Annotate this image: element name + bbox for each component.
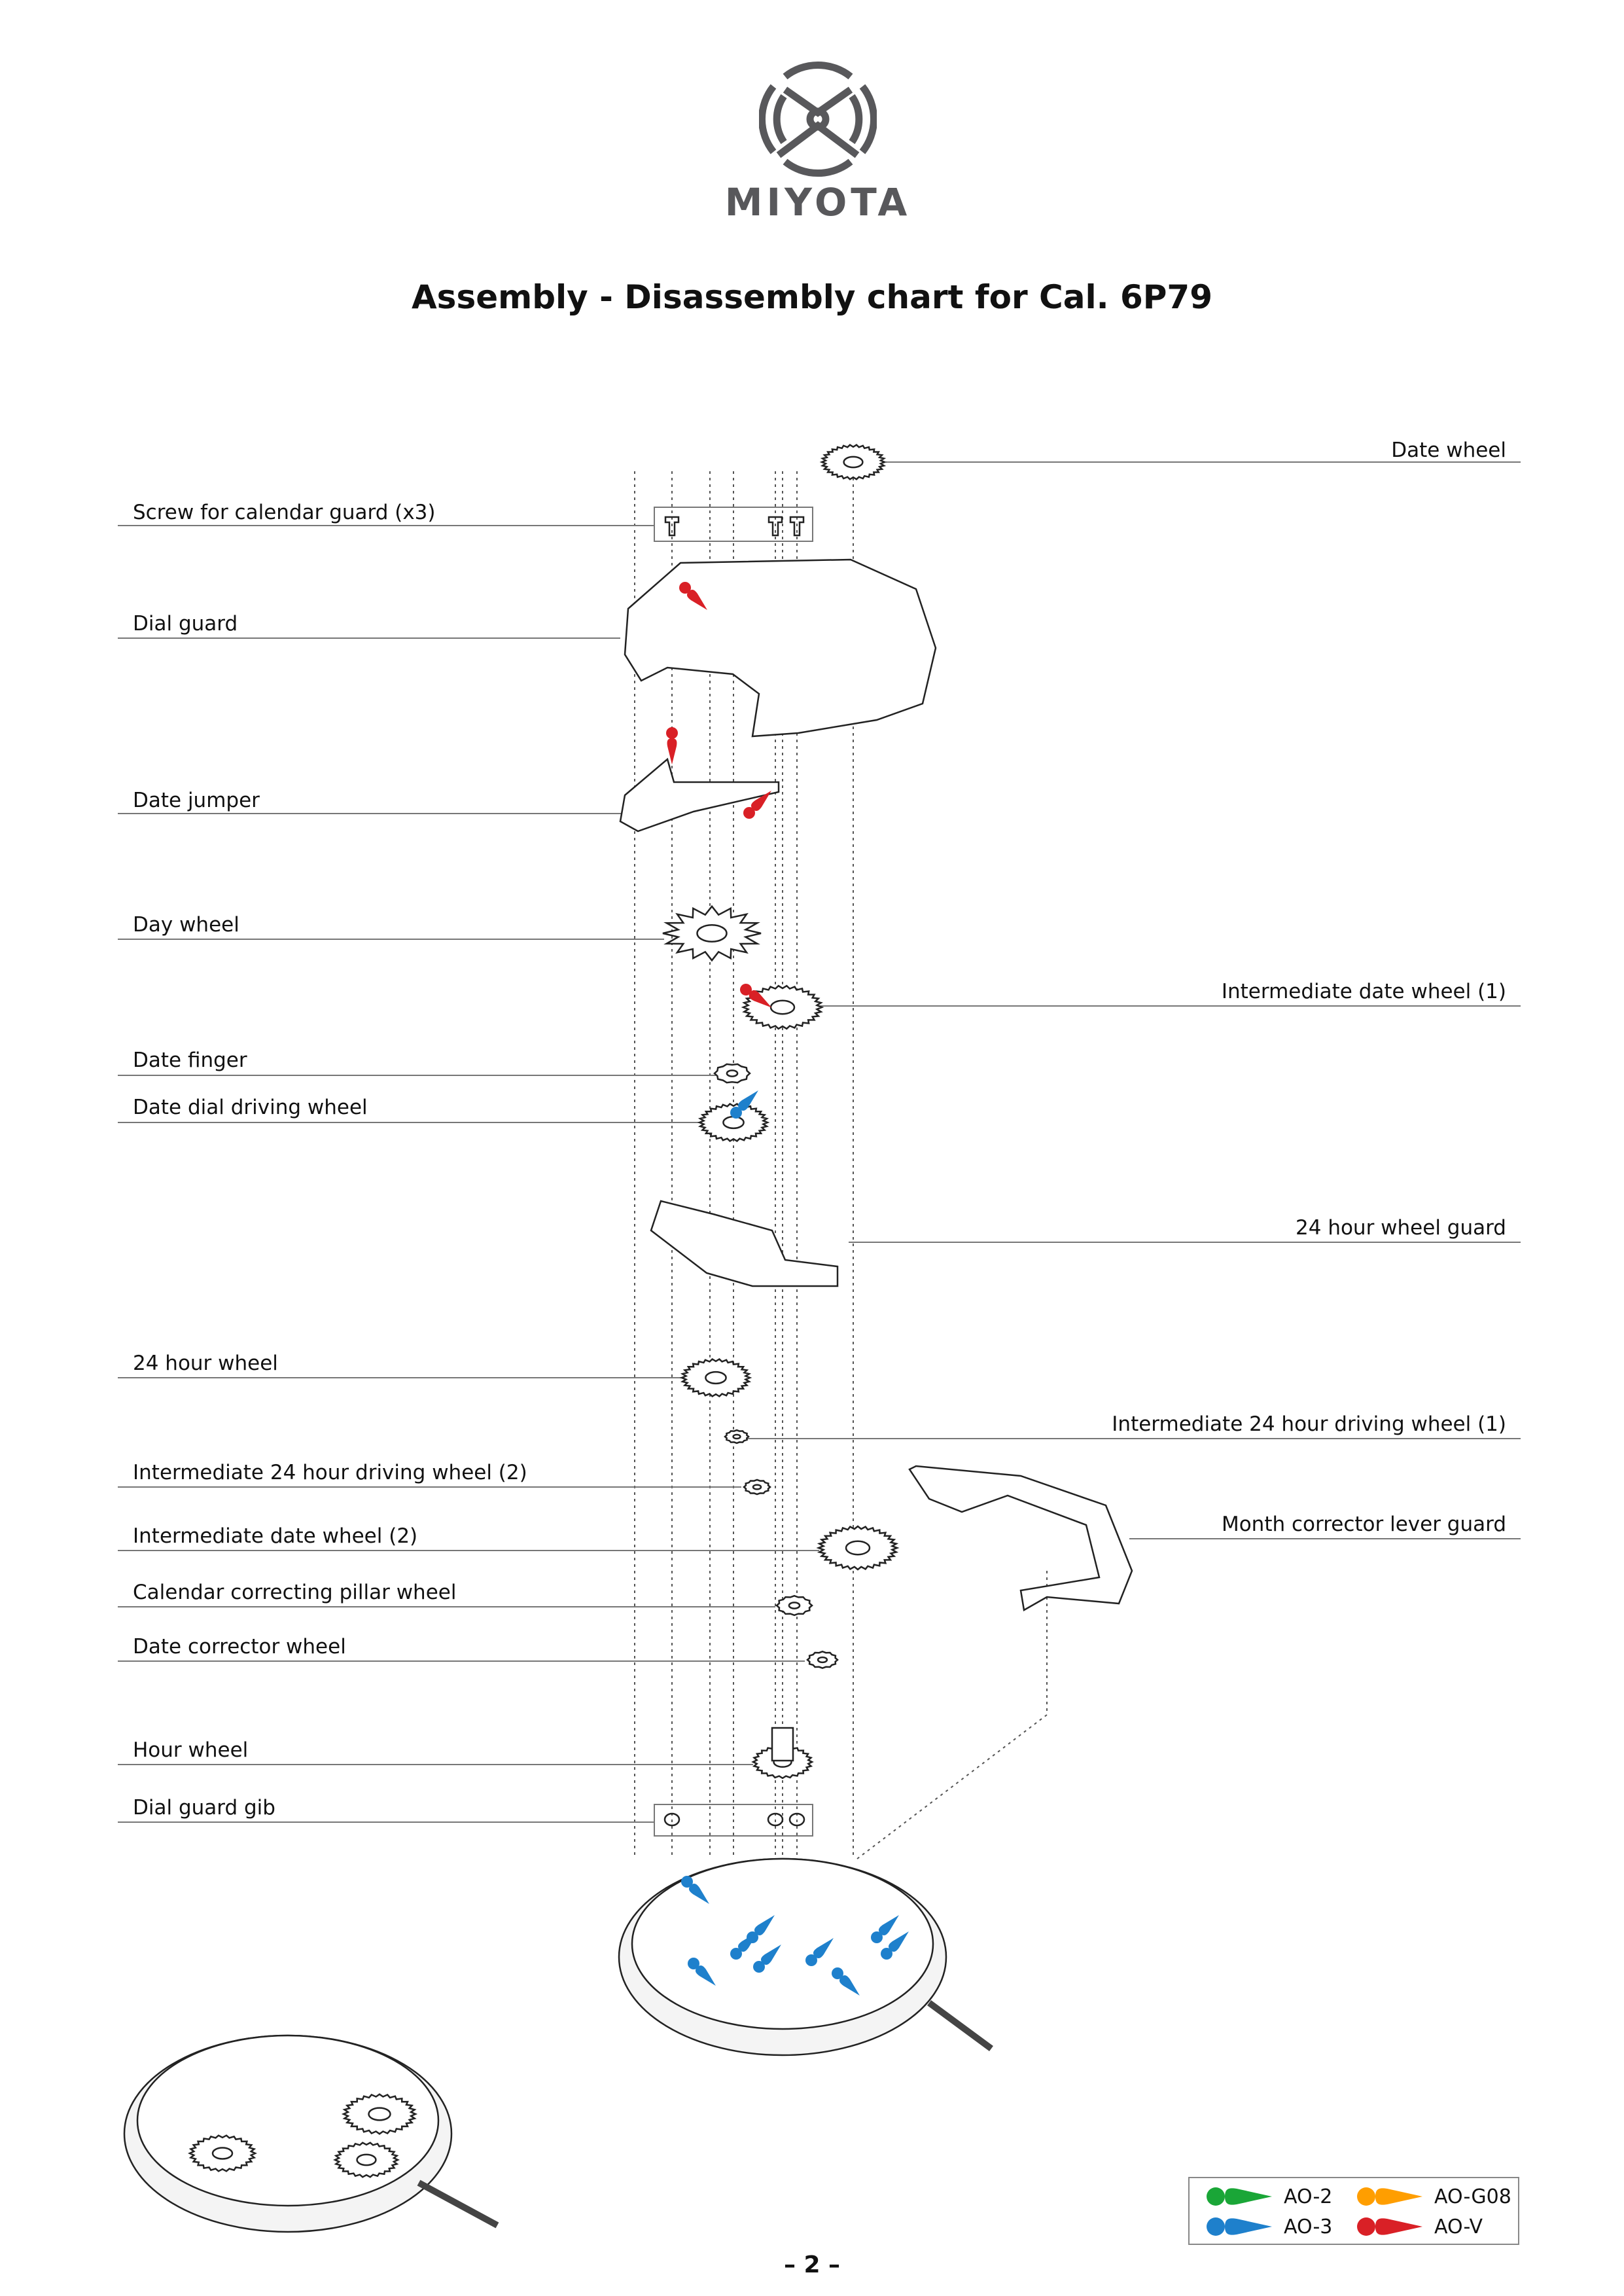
gib-group-box bbox=[654, 1804, 813, 1837]
date-wheel-gear bbox=[819, 444, 887, 480]
date-finger-part bbox=[713, 1063, 751, 1084]
screw-icon bbox=[768, 516, 783, 537]
assembly-axis-line bbox=[856, 1714, 1048, 1859]
intermediate-24h-driving-wheel-1-gear-hub bbox=[732, 1433, 741, 1440]
assembled-wheel-hub bbox=[356, 2153, 377, 2166]
oil-drop-icon bbox=[1357, 2217, 1422, 2236]
miyota-logo-icon bbox=[759, 62, 877, 177]
assembled-balance-hub bbox=[211, 2147, 234, 2160]
assembled-balance bbox=[188, 2134, 257, 2172]
screw-icon bbox=[664, 516, 680, 537]
intermediate-24h-driving-wheel-2-gear-hub bbox=[752, 1484, 762, 1490]
winding-stem bbox=[417, 2179, 499, 2229]
label-screw: Screw for calendar guard (x3) bbox=[133, 501, 436, 524]
oil-point-ao-3 bbox=[681, 1876, 709, 1904]
label-int-24h-driving-1: Intermediate 24 hour driving wheel (1) bbox=[1112, 1412, 1506, 1436]
hour-wheel-pipe bbox=[771, 1727, 794, 1762]
oil-point-ao-3 bbox=[753, 1945, 781, 1973]
day-wheel-star bbox=[662, 905, 762, 962]
oil-drop-icon bbox=[1357, 2187, 1422, 2206]
label-date-finger: Date finger bbox=[133, 1049, 247, 1072]
label-day-wheel: Day wheel bbox=[133, 913, 239, 937]
pillar-wheel-gear bbox=[775, 1594, 813, 1617]
oil-point-ao-3 bbox=[747, 1915, 775, 1943]
winding-stem bbox=[927, 2000, 993, 2052]
screw-group-box bbox=[654, 507, 813, 542]
oil-point-ao-3 bbox=[832, 1967, 860, 1996]
date-corrector-wheel-gear-hub bbox=[817, 1656, 828, 1664]
label-date-wheel: Date wheel bbox=[1391, 439, 1506, 462]
assembled-wheel bbox=[333, 2142, 400, 2178]
assembled-date-wheel-hub bbox=[368, 2107, 391, 2121]
legend-item: AO-3 bbox=[1204, 2215, 1332, 2238]
label-24h-wheel-guard: 24 hour wheel guard bbox=[1296, 1216, 1506, 1240]
date-jumper-part bbox=[619, 757, 780, 833]
legend-label: AO-V bbox=[1434, 2215, 1483, 2238]
intermediate-date-wheel-1-gear bbox=[741, 984, 824, 1030]
oil-drop-icon bbox=[1207, 2217, 1272, 2236]
legend-item: AO-V bbox=[1354, 2215, 1483, 2238]
movement-main-plate bbox=[631, 1857, 934, 2030]
label-int-date-wheel-2: Intermediate date wheel (2) bbox=[133, 1524, 418, 1548]
oil-point-ao-v bbox=[743, 791, 771, 819]
oil-legend: AO-2 AO-G08 AO-3 AO-V bbox=[1188, 2177, 1519, 2245]
oil-drop-icon bbox=[1207, 2187, 1272, 2206]
oil-point-ao-3 bbox=[871, 1915, 899, 1943]
intermediate-date-wheel-2-gear-hub bbox=[845, 1540, 871, 1556]
oil-point-ao-v bbox=[679, 582, 707, 610]
legend-item: AO-G08 bbox=[1354, 2185, 1511, 2208]
brand-wordmark: MIYOTA bbox=[724, 180, 911, 224]
screw-icon bbox=[789, 516, 805, 537]
page-title: Assembly - Disassembly chart for Cal. 6P… bbox=[411, 278, 1213, 316]
assembled-date-wheel bbox=[341, 2093, 418, 2135]
date-finger-part-hub bbox=[726, 1069, 739, 1077]
intermediate-date-wheel-2-gear bbox=[816, 1525, 900, 1571]
oil-point-ao-3 bbox=[881, 1931, 909, 1960]
gib-icon bbox=[767, 1812, 784, 1827]
gib-icon bbox=[788, 1812, 805, 1827]
oil-point-ao-3 bbox=[730, 1090, 758, 1119]
date-dial-driving-wheel-gear bbox=[697, 1103, 770, 1142]
label-date-corrector-wheel: Date corrector wheel bbox=[133, 1635, 346, 1659]
hour24-wheel-guard-plate bbox=[650, 1200, 839, 1287]
label-dial-guard-gib: Dial guard gib bbox=[133, 1796, 275, 1820]
date-wheel-gear-hub bbox=[843, 456, 864, 469]
oil-point-ao-3 bbox=[805, 1938, 834, 1966]
pillar-wheel-gear-hub bbox=[788, 1602, 801, 1609]
label-pillar-wheel: Calendar correcting pillar wheel bbox=[133, 1581, 457, 1604]
oil-point-ao-3 bbox=[688, 1958, 716, 1986]
label-date-jumper: Date jumper bbox=[133, 789, 260, 812]
legend-label: AO-G08 bbox=[1434, 2185, 1511, 2208]
legend-label: AO-2 bbox=[1284, 2185, 1333, 2208]
label-dial-guard: Dial guard bbox=[133, 612, 238, 636]
gib-icon bbox=[663, 1812, 680, 1827]
label-hour-wheel: Hour wheel bbox=[133, 1738, 249, 1762]
label-month-corrector-lever-guard: Month corrector lever guard bbox=[1221, 1513, 1506, 1536]
label-date-dial-driving-wheel: Date dial driving wheel bbox=[133, 1096, 368, 1119]
hour-wheel-gear bbox=[751, 1744, 814, 1780]
legend-label: AO-3 bbox=[1284, 2215, 1333, 2238]
hour24-wheel-gear-hub bbox=[705, 1371, 727, 1385]
date-corrector-wheel-gear bbox=[806, 1650, 839, 1670]
label-int-date-wheel-1: Intermediate date wheel (1) bbox=[1221, 980, 1506, 1003]
label-24h-wheel: 24 hour wheel bbox=[133, 1352, 278, 1375]
page-number: – 2 – bbox=[783, 2251, 841, 2278]
dial-guard-plate bbox=[624, 558, 937, 738]
intermediate-24h-driving-wheel-2-gear bbox=[743, 1479, 771, 1496]
oil-point-ao-v bbox=[740, 984, 772, 1008]
oil-point-ao-v bbox=[666, 727, 678, 764]
label-int-24h-driving-2: Intermediate 24 hour driving wheel (2) bbox=[133, 1461, 527, 1484]
intermediate-24h-driving-wheel-1-gear bbox=[724, 1429, 750, 1444]
day-wheel-star-hub bbox=[696, 924, 728, 942]
hour24-wheel-gear bbox=[679, 1358, 752, 1397]
month-corrector-lever-guard-plate bbox=[908, 1465, 1133, 1611]
legend-item: AO-2 bbox=[1204, 2185, 1332, 2208]
